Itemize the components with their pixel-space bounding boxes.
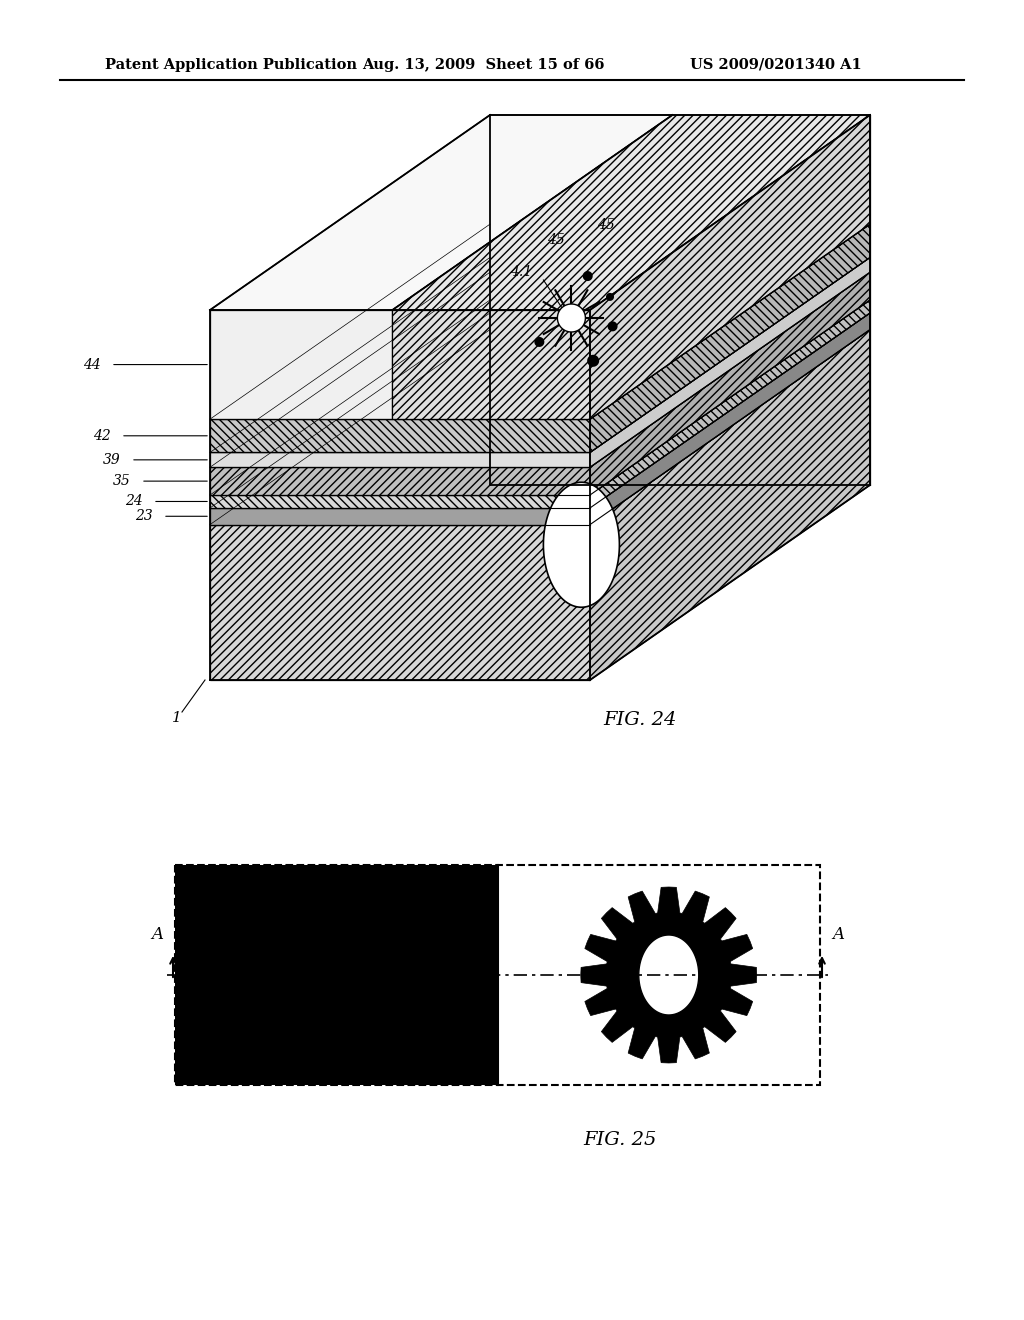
Polygon shape: [210, 495, 590, 508]
Text: 44: 44: [83, 358, 101, 371]
Text: Aug. 13, 2009  Sheet 15 of 66: Aug. 13, 2009 Sheet 15 of 66: [362, 58, 604, 73]
Bar: [175, 865, 820, 1085]
Polygon shape: [590, 330, 870, 680]
Polygon shape: [557, 304, 586, 333]
Polygon shape: [607, 321, 617, 331]
Polygon shape: [210, 313, 870, 508]
Polygon shape: [210, 272, 870, 467]
Polygon shape: [392, 115, 870, 310]
Polygon shape: [210, 508, 590, 524]
Polygon shape: [210, 330, 870, 524]
Text: US 2009/0201340 A1: US 2009/0201340 A1: [690, 58, 862, 73]
Polygon shape: [490, 115, 870, 484]
Polygon shape: [544, 482, 620, 607]
Polygon shape: [210, 115, 673, 310]
Polygon shape: [583, 271, 593, 281]
Polygon shape: [210, 420, 590, 453]
Text: 45: 45: [598, 218, 615, 232]
Text: A: A: [151, 927, 163, 942]
Polygon shape: [210, 453, 590, 467]
Text: FIG. 25: FIG. 25: [584, 1131, 656, 1148]
Polygon shape: [639, 935, 698, 1015]
Polygon shape: [535, 337, 545, 347]
Polygon shape: [581, 887, 757, 1063]
Polygon shape: [210, 224, 870, 420]
Text: A: A: [831, 927, 844, 942]
Polygon shape: [210, 467, 590, 495]
Polygon shape: [590, 257, 870, 467]
Text: 4.1: 4.1: [510, 265, 532, 279]
Text: 35: 35: [114, 474, 131, 488]
Polygon shape: [587, 355, 599, 367]
Polygon shape: [210, 300, 870, 495]
Bar: [175, 865, 498, 1085]
Polygon shape: [590, 115, 870, 420]
Polygon shape: [590, 300, 870, 508]
Polygon shape: [606, 293, 614, 301]
Text: 1: 1: [172, 711, 182, 725]
Text: 45: 45: [548, 234, 565, 247]
Text: 24: 24: [125, 495, 143, 508]
Polygon shape: [590, 313, 870, 524]
Polygon shape: [210, 257, 870, 453]
Polygon shape: [210, 310, 392, 420]
Polygon shape: [590, 272, 870, 495]
Text: 42: 42: [93, 429, 111, 442]
Text: FIG. 24: FIG. 24: [603, 711, 677, 729]
Text: 23: 23: [135, 510, 153, 523]
Text: Patent Application Publication: Patent Application Publication: [105, 58, 357, 73]
Polygon shape: [392, 310, 590, 420]
Text: 39: 39: [103, 453, 121, 467]
Polygon shape: [210, 524, 590, 680]
Polygon shape: [590, 224, 870, 453]
